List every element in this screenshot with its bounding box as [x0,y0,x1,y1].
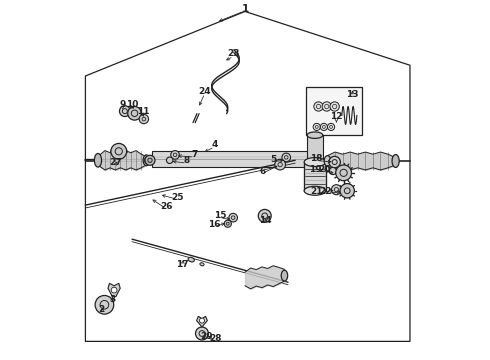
Text: 22: 22 [319,187,332,196]
Circle shape [282,153,291,162]
Circle shape [145,155,155,165]
Ellipse shape [143,155,149,166]
Text: 13: 13 [346,90,359,99]
Text: 16: 16 [208,220,221,229]
Text: 12: 12 [330,112,343,121]
Text: 2: 2 [98,305,105,314]
Ellipse shape [304,158,326,167]
Circle shape [224,220,231,227]
Circle shape [171,150,179,159]
Ellipse shape [392,154,399,167]
Circle shape [111,287,117,293]
Text: 15: 15 [214,211,226,220]
Circle shape [322,102,331,111]
Circle shape [229,213,238,222]
Circle shape [111,143,126,159]
Circle shape [196,327,208,340]
Circle shape [329,156,341,168]
Text: 9: 9 [119,100,125,109]
Circle shape [340,184,354,198]
Circle shape [139,114,148,124]
Polygon shape [196,316,207,327]
Circle shape [314,102,323,111]
Ellipse shape [281,270,288,281]
Text: 24: 24 [198,86,211,95]
Circle shape [331,185,342,195]
Circle shape [167,157,173,163]
Circle shape [330,102,339,111]
Bar [307,135,323,162]
Circle shape [275,159,286,170]
Circle shape [329,167,337,175]
Circle shape [258,210,271,222]
Text: 7: 7 [192,150,198,159]
Circle shape [128,107,141,120]
Polygon shape [152,150,310,167]
Text: 17: 17 [176,260,189,269]
Text: 10: 10 [126,100,138,109]
Text: 14: 14 [260,216,272,225]
Ellipse shape [95,153,101,167]
Circle shape [320,123,327,131]
Bar [304,162,326,191]
Text: 21: 21 [311,187,323,196]
Text: 11: 11 [137,107,149,116]
Bar [306,87,362,135]
Circle shape [327,123,335,131]
Ellipse shape [188,257,195,262]
Circle shape [313,123,320,131]
Text: 26: 26 [160,202,172,211]
Text: 28: 28 [209,334,222,343]
Text: 4: 4 [211,140,218,149]
Text: 23: 23 [227,49,240,58]
Text: 29: 29 [200,332,213,341]
Text: 6: 6 [259,167,266,176]
Ellipse shape [307,132,323,138]
Text: 8: 8 [184,157,190,166]
Text: 25: 25 [172,193,184,202]
Circle shape [95,296,114,314]
Text: 1: 1 [242,4,248,14]
Text: 3: 3 [109,294,116,303]
Ellipse shape [324,156,331,166]
Text: 27: 27 [109,158,122,167]
Text: 18: 18 [311,154,323,163]
Text: 20: 20 [318,165,331,174]
Text: 5: 5 [270,155,276,164]
Ellipse shape [304,186,326,195]
Polygon shape [108,283,120,297]
Ellipse shape [200,263,204,266]
Circle shape [199,318,204,323]
Circle shape [336,165,351,181]
Text: 19: 19 [309,165,321,174]
Circle shape [120,106,130,117]
